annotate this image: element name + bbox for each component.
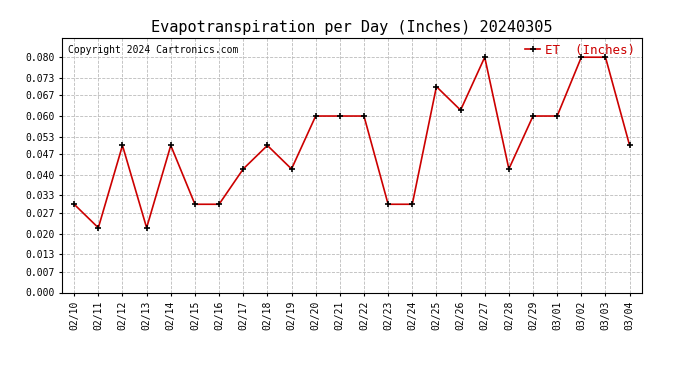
ET  (Inches)	[529, 114, 537, 118]
Legend: ET  (Inches): ET (Inches)	[526, 44, 635, 57]
ET  (Inches)	[432, 84, 441, 89]
ET  (Inches)	[312, 114, 320, 118]
ET  (Inches)	[457, 108, 465, 112]
ET  (Inches)	[94, 225, 102, 230]
Line: ET  (Inches): ET (Inches)	[70, 54, 633, 231]
ET  (Inches)	[215, 202, 224, 207]
ET  (Inches)	[119, 143, 127, 148]
ET  (Inches)	[264, 143, 272, 148]
ET  (Inches)	[166, 143, 175, 148]
Text: Copyright 2024 Cartronics.com: Copyright 2024 Cartronics.com	[68, 45, 238, 55]
ET  (Inches)	[360, 114, 368, 118]
ET  (Inches)	[601, 55, 609, 60]
ET  (Inches)	[190, 202, 199, 207]
ET  (Inches)	[577, 55, 585, 60]
ET  (Inches)	[384, 202, 392, 207]
ET  (Inches)	[70, 202, 79, 207]
ET  (Inches)	[480, 55, 489, 60]
ET  (Inches)	[335, 114, 344, 118]
ET  (Inches)	[287, 167, 295, 171]
ET  (Inches)	[408, 202, 416, 207]
ET  (Inches)	[505, 167, 513, 171]
Title: Evapotranspiration per Day (Inches) 20240305: Evapotranspiration per Day (Inches) 2024…	[151, 20, 553, 35]
ET  (Inches)	[553, 114, 562, 118]
ET  (Inches)	[625, 143, 633, 148]
ET  (Inches)	[142, 225, 150, 230]
ET  (Inches)	[239, 167, 247, 171]
